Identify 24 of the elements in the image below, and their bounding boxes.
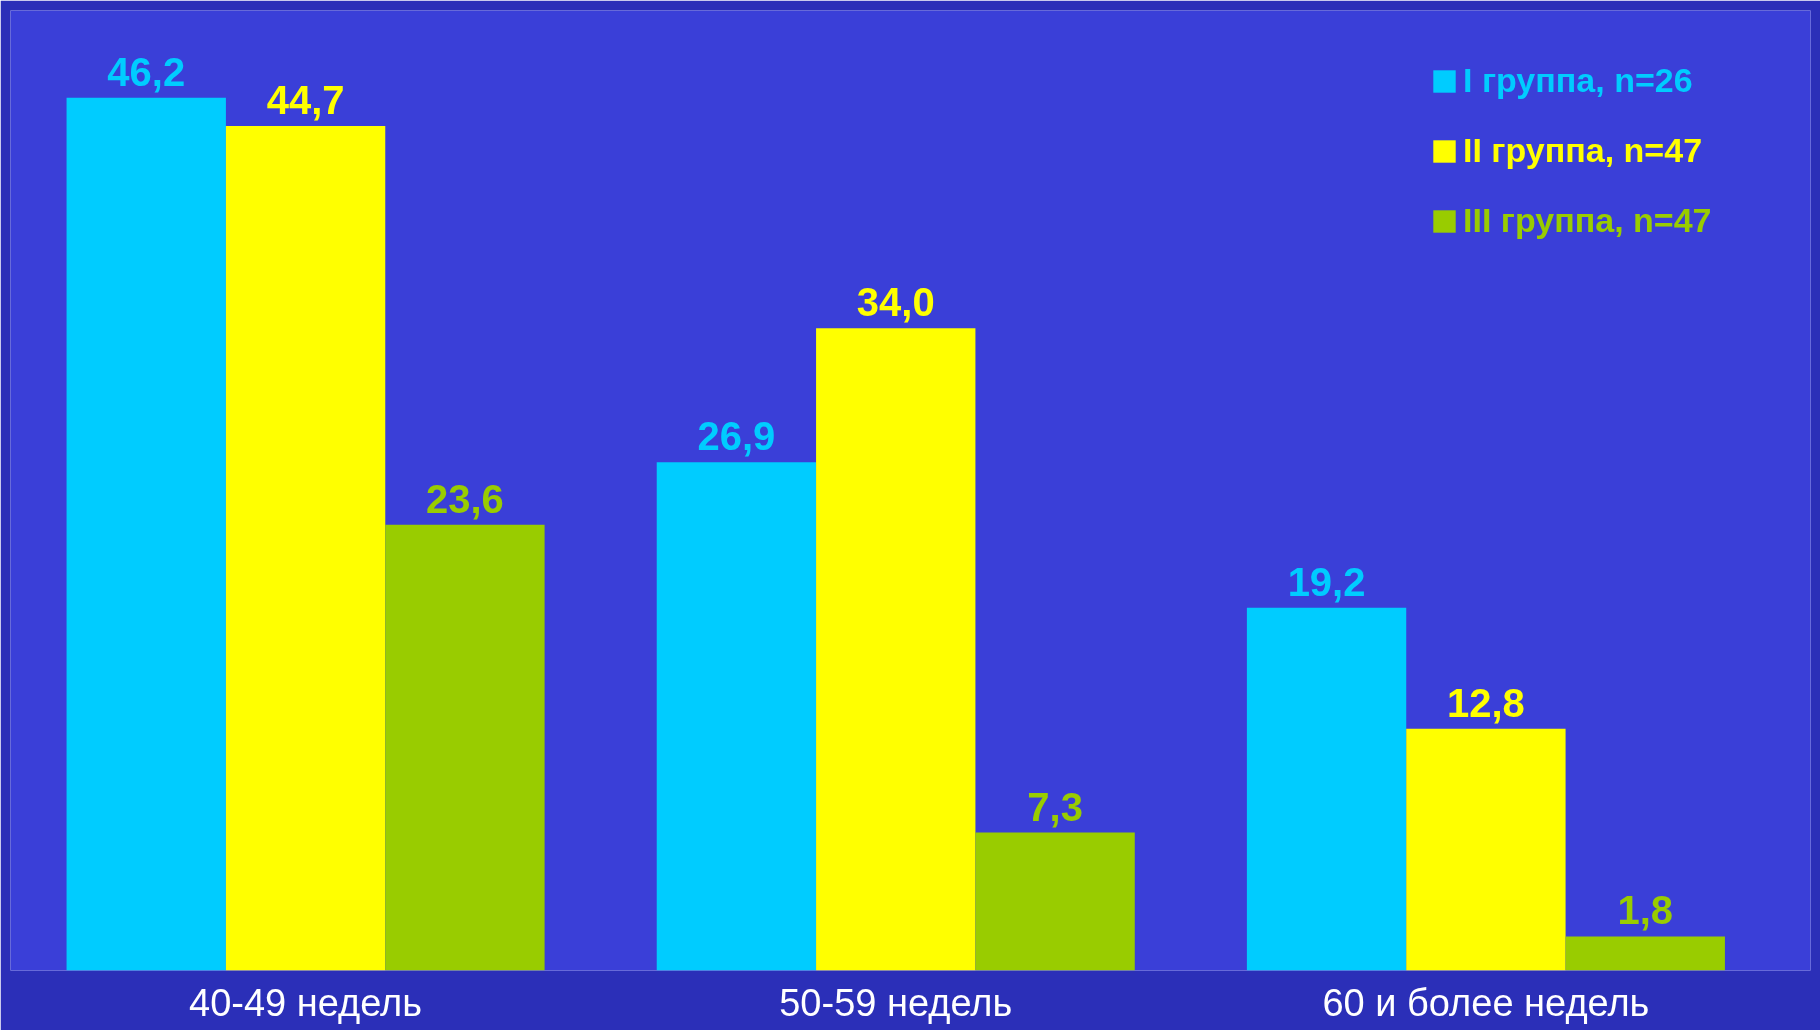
- data-label: 23,6: [426, 476, 504, 521]
- bar: [385, 524, 545, 971]
- data-label: 7,3: [1027, 784, 1083, 829]
- bar: [66, 97, 226, 971]
- bar: [656, 462, 817, 971]
- data-label: 46,2: [107, 49, 186, 94]
- legend-label: II группа, n=47: [1463, 131, 1703, 170]
- data-label: 19,2: [1287, 559, 1366, 604]
- data-label: 1,8: [1617, 888, 1674, 933]
- data-label: 34,0: [856, 280, 935, 325]
- data-label: 44,7: [266, 78, 345, 123]
- x-tick-label: 50-59 недель: [779, 981, 1013, 1024]
- bar: [1565, 936, 1725, 971]
- data-label: 26,9: [697, 414, 776, 459]
- bar: [975, 832, 1135, 971]
- legend-label: III группа, n=47: [1463, 201, 1712, 240]
- bar: [1246, 607, 1407, 971]
- x-tick-label: 60 и более недель: [1322, 981, 1650, 1024]
- bar: [1406, 728, 1566, 971]
- x-tick-label: 40-49 недель: [189, 981, 423, 1024]
- data-label: 12,8: [1446, 680, 1525, 725]
- legend-label: I группа, n=26: [1463, 61, 1693, 100]
- bar: [225, 126, 386, 971]
- bar: [816, 328, 976, 971]
